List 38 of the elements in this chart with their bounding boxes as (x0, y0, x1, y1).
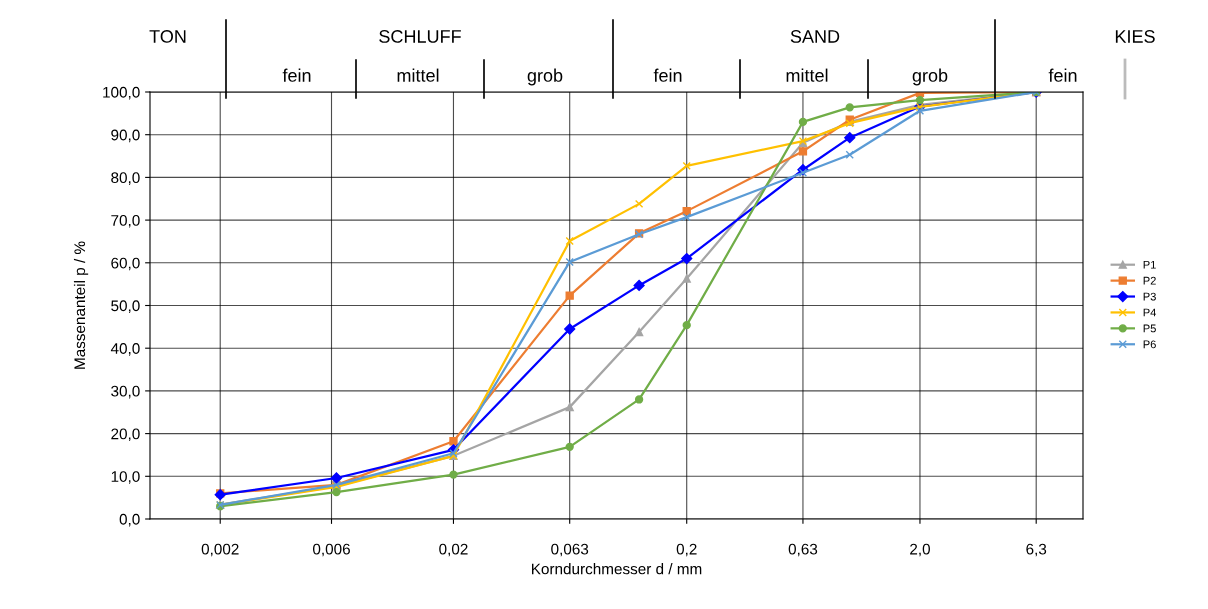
text: fein (1048, 68, 1077, 82)
y-tick-label: 60,0 (111, 257, 140, 271)
x-tick-label: 6,3 (1026, 543, 1047, 557)
text: grob (912, 68, 948, 86)
y-tick-label: 40,0 (110, 343, 140, 356)
text: KIES (1115, 30, 1155, 43)
text: fein (282, 68, 311, 82)
text: TON (149, 30, 186, 43)
text: SCHLUFF (379, 30, 461, 43)
x-tick-label: 0,2 (676, 543, 697, 557)
legend-label: P6 (1143, 340, 1156, 349)
x-axis-title: Korndurchmesser d / mm (532, 563, 702, 575)
y-tick-label: 90,0 (111, 129, 140, 143)
legend-label: P1 (1143, 260, 1156, 269)
y-tick-label: 70,0 (111, 214, 140, 228)
legend-label: P2 (1143, 276, 1156, 285)
y-tick-label: 0,0 (119, 513, 140, 527)
x-tick-label: 0,02 (439, 543, 468, 557)
x-tick-label: 2,0 (910, 543, 930, 557)
y-tick-label: 80,0 (111, 172, 140, 185)
x-tick-label: 0,63 (788, 543, 818, 557)
text: grob (527, 68, 563, 86)
text: SAND (790, 30, 840, 43)
y-tick-label: 10,0 (111, 471, 140, 484)
y-tick-label: 50,0 (111, 300, 140, 313)
text: mittel (397, 68, 439, 82)
legend-label: P5 (1143, 324, 1156, 333)
x-tick-label: 0,063 (551, 543, 589, 557)
legend-label: P4 (1143, 308, 1157, 317)
legend-label: P3 (1143, 292, 1156, 301)
y-tick-label: 20,0 (111, 428, 140, 442)
text: mittel (786, 68, 828, 82)
x-tick-label: 0,006 (312, 543, 350, 557)
text: fein (653, 68, 682, 82)
y-axis-title: Massenanteil p / % (73, 241, 89, 369)
y-tick-label: 30,0 (111, 385, 140, 399)
y-tick-label: 100,0 (103, 86, 140, 100)
x-tick-label: 0,002 (201, 543, 239, 557)
